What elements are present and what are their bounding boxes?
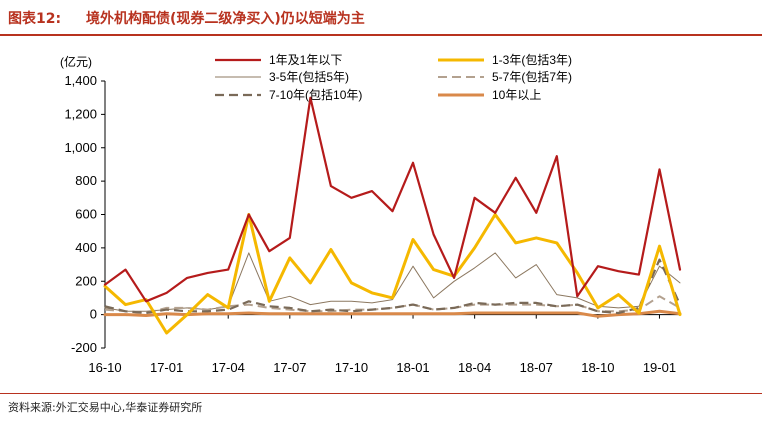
- x-tick-label: 17-04: [212, 360, 245, 375]
- y-tick-label: 600: [75, 207, 97, 222]
- x-tick-label: 19-01: [643, 360, 676, 375]
- figure-label: 图表12:: [8, 11, 62, 27]
- y-tick-label: -200: [71, 340, 97, 355]
- legend-label-4: 7-10年(包括10年): [269, 87, 362, 102]
- y-tick-label: 1,000: [64, 140, 97, 155]
- legend-label-5: 10年以上: [492, 88, 541, 102]
- y-tick-label: 400: [75, 240, 97, 255]
- series-line-2: [104, 252, 681, 312]
- x-tick-label: 18-04: [458, 360, 491, 375]
- y-axis-unit: (亿元): [60, 54, 92, 69]
- y-tick-label: 1,200: [64, 106, 97, 121]
- series-layer: [103, 96, 682, 335]
- x-tick-label: 16-10: [88, 360, 121, 375]
- x-tick-label: 18-10: [581, 360, 614, 375]
- legend-label-1: 1-3年(包括3年): [492, 52, 572, 67]
- legend-label-0: 1年及1年以下: [269, 53, 342, 67]
- y-tick-label: 800: [75, 173, 97, 188]
- legend-label-2: 3-5年(包括5年): [269, 69, 349, 84]
- source-note: 资料来源:外汇交易中心,华泰证券研究所: [8, 401, 203, 414]
- source-divider: [0, 393, 762, 394]
- axes: (亿元) -200 0 200 400 600 800 1,000 1,200 1,400 16-1…: [60, 54, 680, 375]
- title-bar: 图表12: 境外机构配债(现券二级净买入)仍以短端为主: [0, 0, 762, 36]
- x-tick-label: 17-07: [273, 360, 306, 375]
- series-line-5: [103, 309, 682, 318]
- series-line-3: [104, 295, 681, 314]
- series-line-0: [103, 96, 682, 303]
- y-tick-label: 0: [90, 307, 97, 322]
- x-tick-label: 17-01: [150, 360, 183, 375]
- x-tick-label: 18-01: [396, 360, 429, 375]
- x-tick-label: 18-07: [520, 360, 553, 375]
- legend-label-3: 5-7年(包括7年): [492, 69, 572, 84]
- y-tick-label: 1,400: [64, 73, 97, 88]
- x-tick-label: 17-10: [335, 360, 368, 375]
- line-chart: (亿元) -200 0 200 400 600 800 1,000 1,200 1,400 16-1…: [60, 52, 682, 375]
- chart-title: 境外机构配债(现券二级净买入)仍以短端为主: [86, 11, 365, 27]
- legend: 1年及1年以下 1-3年(包括3年) 3-5年(包括5年) 5-7年(包括7年) 7-1…: [215, 52, 572, 102]
- y-tick-label: 200: [75, 273, 97, 288]
